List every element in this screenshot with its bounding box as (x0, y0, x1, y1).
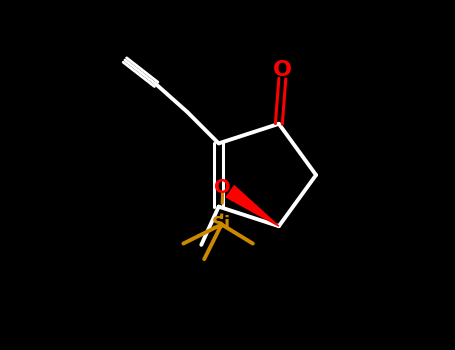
Polygon shape (226, 186, 279, 226)
Text: O: O (273, 60, 292, 80)
Text: O: O (214, 178, 231, 197)
Text: Si: Si (212, 216, 231, 233)
